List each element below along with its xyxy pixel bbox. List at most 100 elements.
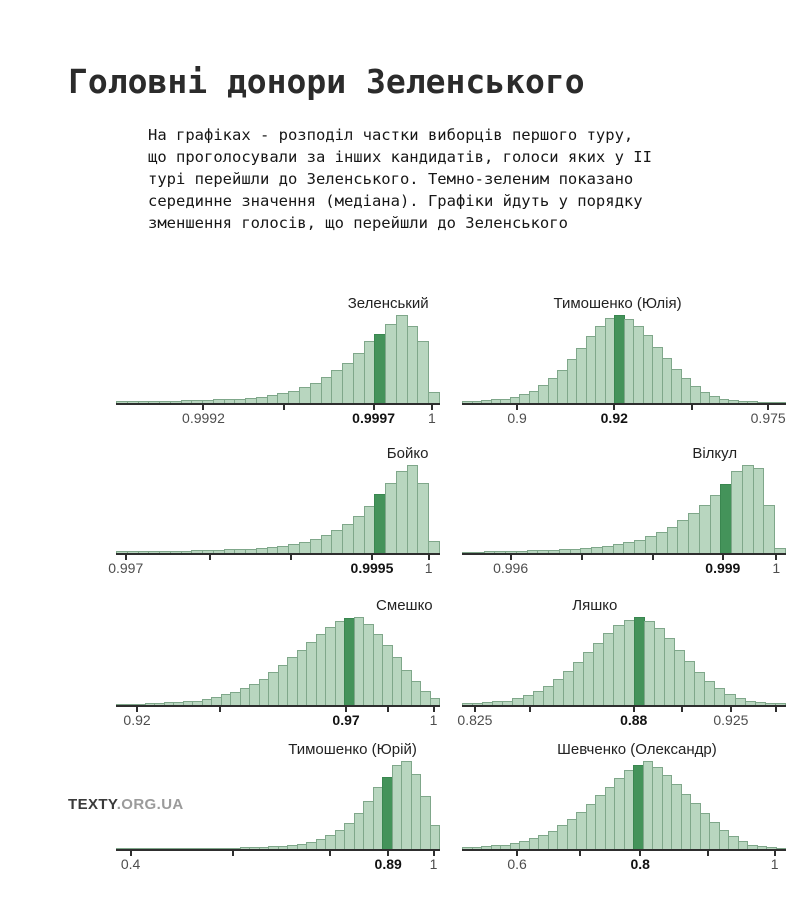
axis-tick bbox=[432, 707, 435, 712]
axis-tick-label: 0.9992 bbox=[182, 410, 225, 426]
histogram-vilkul: Вілкул 0.996 0.999 1 bbox=[462, 445, 786, 577]
chart-title: Тимошенко (Юлія) bbox=[553, 295, 682, 312]
axis-tick bbox=[427, 555, 430, 560]
chart-plot bbox=[462, 315, 786, 403]
histogram-bar bbox=[429, 697, 440, 705]
axis-tick bbox=[681, 707, 684, 712]
axis-tick bbox=[208, 555, 211, 560]
axis-tick-label: 1 bbox=[772, 560, 781, 576]
logo-orgua-text: .ORG.UA bbox=[116, 796, 184, 813]
chart-title: Шевченко (Олександр) bbox=[557, 741, 717, 758]
histogram-bar bbox=[417, 483, 430, 553]
page-subtitle: На графіках - розподіл частки виборців п… bbox=[148, 126, 652, 232]
histogram-zelenskyi: Зеленський 0.9992 0.9997 1 bbox=[116, 295, 440, 427]
axis-tick bbox=[202, 405, 205, 410]
axis-tick bbox=[473, 707, 476, 712]
histogram-liashko: Ляшко 0.825 0.88 0.925 bbox=[457, 597, 786, 731]
median-tick-label: 0.999 bbox=[705, 560, 741, 576]
axis-tick bbox=[129, 851, 132, 856]
axis-tick-label: 0.996 bbox=[493, 560, 529, 576]
axis-tick bbox=[516, 405, 519, 410]
axis-tick-label: 0.92 bbox=[123, 712, 151, 728]
chart-title: Тимошенко (Юрій) bbox=[288, 741, 417, 758]
axis-tick-label: 1 bbox=[770, 856, 779, 872]
axis-tick bbox=[345, 707, 348, 712]
histogram-bar bbox=[774, 703, 786, 705]
axis-tick-label: 0.825 bbox=[457, 712, 493, 728]
chart-title: Зеленський bbox=[347, 295, 429, 312]
chart-x-axis: 0.92 0.97 1 bbox=[116, 705, 440, 731]
chart-plot bbox=[462, 761, 786, 849]
histogram-bar bbox=[763, 504, 776, 553]
axis-tick bbox=[529, 707, 532, 712]
chart-x-axis: 0.9992 0.9997 1 bbox=[116, 403, 440, 429]
chart-x-axis: 0.6 0.8 1 bbox=[462, 849, 786, 875]
axis-tick-label: 0.925 bbox=[713, 712, 749, 728]
median-tick-label: 0.8 bbox=[630, 856, 650, 872]
histogram-bar bbox=[420, 796, 431, 849]
chart-title: Смешко bbox=[376, 597, 433, 614]
axis-tick bbox=[632, 707, 635, 712]
axis-tick bbox=[652, 555, 655, 560]
axis-tick bbox=[124, 555, 127, 560]
histogram-bar bbox=[420, 690, 431, 705]
chart-plot bbox=[462, 617, 786, 705]
chart-x-axis: 0.9 0.92 0.975 bbox=[462, 403, 786, 429]
histogram-shevchenko-oleksandr: Шевченко (Олександр) 0.6 0.8 1 bbox=[462, 741, 786, 873]
chart-plot bbox=[116, 617, 440, 705]
axis-tick-label: 1 bbox=[427, 410, 436, 426]
histogram-bar bbox=[775, 848, 786, 849]
chart-x-axis: 0.4 0.89 1 bbox=[116, 849, 440, 875]
median-tick-label: 0.9995 bbox=[350, 560, 394, 576]
axis-tick bbox=[372, 405, 375, 410]
chart-title: Вілкул bbox=[692, 445, 738, 462]
axis-tick bbox=[613, 405, 616, 410]
histogram-tymoshenko-yurii: Тимошенко (Юрій) 0.4 0.89 1 bbox=[116, 741, 440, 873]
axis-tick bbox=[328, 851, 331, 856]
axis-tick bbox=[773, 851, 776, 856]
axis-tick bbox=[775, 707, 778, 712]
page-title: Головні донори Зеленського bbox=[68, 62, 585, 101]
axis-tick bbox=[707, 851, 710, 856]
axis-tick-label: 0.6 bbox=[507, 856, 527, 872]
chart-plot bbox=[462, 465, 786, 553]
chart-plot bbox=[116, 465, 440, 553]
chart-x-axis: 0.825 0.88 0.925 bbox=[457, 705, 786, 731]
histogram-bar bbox=[428, 392, 440, 403]
median-tick-label: 0.92 bbox=[600, 410, 628, 426]
axis-tick bbox=[289, 555, 292, 560]
chart-title: Ляшко bbox=[572, 597, 618, 614]
texty-logo: TEXTY.ORG.UA bbox=[68, 796, 184, 813]
axis-tick bbox=[580, 555, 583, 560]
axis-tick bbox=[721, 555, 724, 560]
axis-tick bbox=[691, 405, 694, 410]
histogram-bar bbox=[428, 540, 440, 553]
median-tick-label: 0.9997 bbox=[352, 410, 395, 426]
axis-tick-label: 1 bbox=[429, 712, 438, 728]
histogram-bar bbox=[429, 825, 440, 849]
axis-tick-label: 0.9 bbox=[507, 410, 527, 426]
axis-tick bbox=[283, 405, 286, 410]
histogram-bar bbox=[417, 341, 430, 403]
histogram-bar bbox=[775, 402, 786, 403]
median-tick-label: 0.89 bbox=[374, 856, 402, 872]
axis-tick-label: 1 bbox=[429, 856, 438, 872]
axis-tick bbox=[509, 555, 512, 560]
axis-tick bbox=[579, 851, 582, 856]
axis-tick bbox=[430, 405, 433, 410]
chart-x-axis: 0.997 0.9995 1 bbox=[108, 553, 440, 579]
axis-tick bbox=[516, 851, 519, 856]
histogram-boiko: Бойко 0.997 0.9995 1 bbox=[108, 445, 440, 579]
axis-tick bbox=[218, 707, 221, 712]
logo-texty-text: TEXTY bbox=[68, 796, 117, 813]
median-tick-label: 0.88 bbox=[620, 712, 648, 728]
axis-tick bbox=[387, 851, 390, 856]
axis-tick-label: 0.997 bbox=[108, 560, 144, 576]
axis-tick-label: 0.4 bbox=[120, 856, 141, 872]
chart-title: Бойко bbox=[386, 445, 429, 462]
chart-x-axis: 0.996 0.999 1 bbox=[462, 553, 786, 579]
chart-plot bbox=[116, 761, 440, 849]
axis-tick bbox=[387, 707, 390, 712]
axis-tick bbox=[639, 851, 642, 856]
